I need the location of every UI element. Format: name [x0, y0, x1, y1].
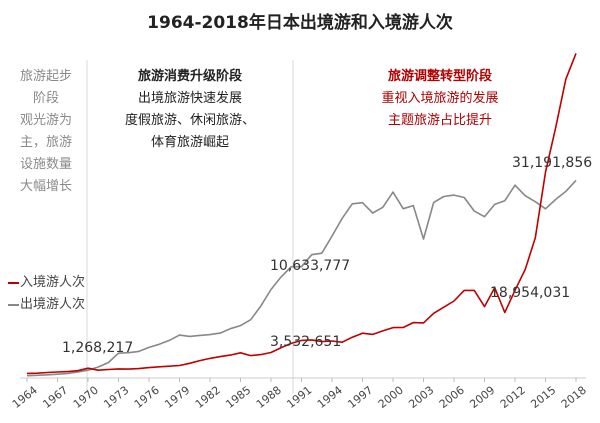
stage-3-text: 旅游调整转型阶段 重视入境旅游的发展 主题旅游占比提升 — [340, 66, 540, 132]
stage-3-line: 主题旅游占比提升 — [387, 113, 492, 128]
series-line-outbound — [26, 179, 577, 377]
stage-1-text: 旅游起步 阶段 观光游为 主，旅游 设施数量 大幅增长 — [8, 66, 84, 198]
data-label-outbound-2018: 18,954,031 — [490, 285, 571, 301]
x-tick-label: 2000 — [376, 384, 406, 411]
data-label-inbound-1991: 3,532,651 — [270, 334, 342, 350]
x-tick-label: 1976 — [132, 384, 162, 411]
legend: 入境游人次 出境游人次 — [8, 272, 85, 316]
x-tick-label: 2012 — [498, 384, 528, 411]
series-line-inbound — [26, 53, 577, 375]
chart-title: 1964-2018年日本出境游和入境游人次 — [147, 13, 453, 33]
stage-1-line: 大幅增长 — [19, 179, 72, 194]
data-label-outbound-1990: 10,633,777 — [270, 258, 351, 274]
x-tick-label: 2003 — [406, 384, 436, 411]
stage-2-heading: 旅游消费升级阶段 — [137, 69, 242, 84]
x-tick-label: 2018 — [559, 384, 589, 411]
legend-label-inbound: 入境游人次 — [20, 275, 86, 290]
legend-swatch-outbound — [8, 303, 19, 306]
x-tick-label: 1973 — [101, 384, 131, 411]
legend-item-inbound: 入境游人次 — [8, 272, 85, 294]
x-tick-label: 2006 — [437, 384, 467, 411]
x-tick-label: 1970 — [71, 384, 101, 411]
stage-1-line: 旅游起步 — [19, 69, 72, 84]
x-tick-label: 1967 — [40, 384, 70, 411]
stage-3-heading: 旅游调整转型阶段 — [387, 69, 492, 84]
stage-1-line: 阶段 — [32, 91, 59, 106]
x-tick-label: 1982 — [193, 384, 223, 411]
legend-item-outbound: 出境游人次 — [8, 294, 85, 316]
x-axis-ticks: 1964 1967 1970 1973 1976 1979 1982 1985 1988 1991… — [10, 378, 589, 411]
stage-3-line: 重视入境旅游的发展 — [381, 91, 499, 106]
stage-2-line: 出境旅游快速发展 — [137, 91, 242, 106]
stage-2-text: 旅游消费升级阶段 出境旅游快速发展 度假旅游、休闲旅游、 体育旅游崛起 — [92, 66, 288, 154]
stage-1-line: 观光游为 — [19, 113, 72, 128]
stage-1-line: 设施数量 — [19, 157, 72, 172]
x-tick-label: 2015 — [528, 384, 558, 411]
x-tick-label: 1988 — [254, 384, 284, 411]
data-label-outbound-1973: 1,268,217 — [62, 340, 134, 356]
x-tick-label: 1997 — [345, 384, 375, 411]
x-tick-label: 1985 — [223, 384, 253, 411]
legend-swatch-inbound — [8, 281, 19, 284]
x-tick-label: 1991 — [284, 384, 314, 411]
stage-2-line: 体育旅游崛起 — [150, 135, 229, 150]
x-tick-label: 1979 — [162, 384, 192, 411]
stage-2-line: 度假旅游、休闲旅游、 — [124, 113, 255, 128]
data-label-inbound-2018: 31,191,856 — [512, 155, 593, 171]
x-tick-label: 2009 — [467, 384, 497, 411]
stage-1-line: 主，旅游 — [19, 135, 72, 150]
x-tick-label: 1964 — [10, 384, 40, 411]
legend-label-outbound: 出境游人次 — [20, 297, 86, 312]
x-tick-label: 1994 — [315, 384, 345, 411]
